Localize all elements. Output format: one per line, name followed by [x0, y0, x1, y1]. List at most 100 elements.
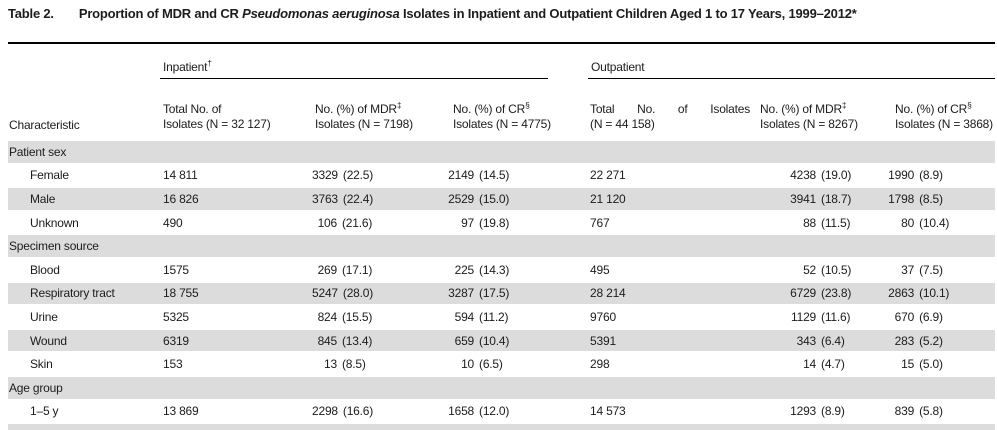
cell-outpatient-total: 14 573: [588, 398, 758, 424]
cell-outpatient-mdr: 14 (4.7): [757, 351, 853, 376]
cell-characteristic: Male: [8, 186, 160, 211]
cell-outpatient-cr: 1990 (8.9): [852, 162, 996, 188]
column-header-characteristic: Characteristic: [8, 43, 160, 141]
cell-outpatient-total: 9760: [588, 304, 758, 329]
table-row: Female 14 811 3329 (22.5) 2149 (14.5) 22 271 42…: [8, 162, 996, 188]
cell-outpatient-cr: 80 (10.4): [852, 209, 996, 235]
cell-inpatient-total: 490: [160, 209, 312, 235]
table-number: Table 2.: [8, 6, 54, 21]
cell-inpatient-cr: 10 (6.5): [433, 351, 549, 376]
table-row: Skin 153 13 (8.5) 10 (6.5) 298 14 (4.7) 15 (5.0): [8, 351, 996, 376]
cell-inpatient-total: 16 826: [160, 186, 312, 211]
cell-inpatient-cr: 594 (11.2): [433, 304, 549, 329]
cell-characteristic: 1–5 y: [8, 398, 160, 424]
cell-inpatient-mdr: 1893(21.1): [312, 422, 433, 430]
cell-inpatient-mdr: 5247 (28.0): [312, 280, 433, 306]
group-header-inpatient: Inpatient†: [160, 43, 549, 79]
cell-outpatient-cr: 2863 (10.1): [852, 280, 996, 306]
cell-inpatient-mdr: 269 (17.1): [312, 256, 433, 282]
cell-inpatient-mdr: 13 (8.5): [312, 351, 433, 376]
cell-inpatient-mdr: 3329 (22.5): [312, 162, 433, 188]
cell-outpatient-total: 15 832: [588, 422, 758, 430]
cell-inpatient-mdr: 824 (15.5): [312, 304, 433, 329]
cell-inpatient-cr: 97 (19.8): [433, 209, 549, 235]
cell-inpatient-mdr: 3763 (22.4): [312, 186, 433, 211]
cell-inpatient-cr: 1658 (12.0): [433, 398, 549, 424]
cell-outpatient-total: 767: [588, 209, 758, 235]
section-footnote-mark: §: [967, 100, 972, 110]
cell-inpatient-total: 5325: [160, 304, 312, 329]
cell-characteristic: Wound: [8, 327, 160, 353]
cell-inpatient-cr: 3287 (17.5): [433, 280, 549, 306]
group-gap: [548, 43, 588, 79]
double-dagger-footnote-mark: ‡: [841, 100, 847, 110]
table-title-species: Pseudomonas aeruginosa: [242, 6, 400, 21]
cell-gap: [548, 256, 589, 282]
cell-inpatient-cr: 1239(13.8): [433, 422, 549, 430]
cell-outpatient-mdr: 52 (10.5): [757, 256, 853, 282]
column-header-inpatient-total: Total No. of Isolates (N = 32 127): [160, 78, 312, 141]
data-table: Characteristic Inpatient† Outpatient Tot…: [8, 42, 996, 430]
cell-outpatient-total: 28 214: [588, 280, 758, 306]
cell-inpatient-mdr: 845 (13.4): [312, 327, 433, 353]
cell-gap: [548, 398, 589, 424]
table-row: Respiratory tract 18 755 5247 (28.0) 3287 (17…: [8, 280, 996, 306]
cell-gap: [548, 351, 589, 376]
cell-outpatient-total: 298: [588, 351, 758, 376]
cell-outpatient-cr: 283 (5.2): [852, 327, 996, 353]
table-row: Blood 1575 269 (17.1) 225 (14.3) 495 52 (10.5) 37…: [8, 256, 996, 282]
cell-outpatient-cr: 1257(7.9): [852, 422, 996, 430]
cell-inpatient-cr: 225 (14.3): [433, 256, 549, 282]
cell-inpatient-cr: 659 (10.4): [433, 327, 549, 353]
cell-outpatient-total: 5391: [588, 327, 758, 353]
cell-outpatient-total: 21 120: [588, 186, 758, 211]
cell-characteristic: Respiratory tract: [8, 280, 160, 306]
table-row: Urine 5325 824 (15.5) 594 (11.2) 9760 1129 (11.6…: [8, 304, 996, 329]
section-footnote-mark: §: [525, 100, 530, 110]
cell-inpatient-total: 153: [160, 351, 312, 376]
cell-outpatient-mdr: 4238 (19.0): [757, 162, 853, 188]
cell-inpatient-mdr: 106 (21.6): [312, 209, 433, 235]
section-label: Age group: [8, 374, 996, 400]
cell-inpatient-total: 14 811: [160, 162, 312, 188]
column-header-outpatient-total: Total No. of Isolates (N = 44 158): [588, 78, 758, 141]
cell-characteristic: Skin: [8, 351, 160, 376]
cell-inpatient-cr: 2529 (15.0): [433, 186, 549, 211]
table-row: 1–5 y 13 869 2298 (16.6) 1658 (12.0) 14 573 129…: [8, 398, 996, 424]
cell-gap: [548, 162, 589, 188]
cell-outpatient-cr: 670 (6.9): [852, 304, 996, 329]
column-header-inpatient-mdr: No. (%) of MDR‡ Isolates (N = 7198): [312, 78, 433, 141]
table-row: Wound 6319 845 (13.4) 659 (10.4) 5391 343 (6.4) 2…: [8, 327, 996, 353]
cell-inpatient-total: 1575: [160, 256, 312, 282]
table-title: Table 2. Proportion of MDR and CR Pseudom…: [0, 0, 997, 42]
section-label: Specimen source: [8, 233, 996, 258]
column-header-inpatient-cr: No. (%) of CR§ Isolates (N = 4775): [433, 78, 551, 141]
cell-outpatient-mdr: 343 (6.4): [757, 327, 853, 353]
cell-outpatient-mdr: 1293 (8.9): [757, 398, 853, 424]
section-row: Specimen source: [8, 233, 996, 258]
table-body: Patient sex Female 14 811 3329 (22.5) 2149 (14…: [8, 139, 996, 430]
cell-outpatient-mdr: 2914(18.4): [757, 422, 853, 430]
section-row: Patient sex: [8, 139, 996, 164]
cell-outpatient-cr: 37 (7.5): [852, 256, 996, 282]
cell-inpatient-total: 13 869: [160, 398, 312, 424]
cell-characteristic: Unknown: [8, 209, 160, 235]
cell-gap: [548, 422, 589, 430]
table-row: 6–12 y89881893(21.1)1239(13.8) 15 8322914…: [8, 422, 996, 430]
column-header-outpatient-cr: No. (%) of CR§ Isolates (N = 3868): [852, 78, 996, 141]
cell-inpatient-total: 18 755: [160, 280, 312, 306]
cell-inpatient-mdr: 2298 (16.6): [312, 398, 433, 424]
cell-outpatient-cr: 15 (5.0): [852, 351, 996, 376]
cell-gap: [548, 280, 589, 306]
cell-outpatient-cr: 1798 (8.5): [852, 186, 996, 211]
cell-outpatient-total: 495: [588, 256, 758, 282]
section-label: Patient sex: [8, 139, 996, 164]
group-header-row: Characteristic Inpatient† Outpatient: [8, 43, 996, 141]
cell-characteristic: Female: [8, 162, 160, 188]
cell-outpatient-mdr: 88 (11.5): [757, 209, 853, 235]
cell-gap: [548, 304, 589, 329]
section-row: Age group: [8, 374, 996, 400]
cell-inpatient-total: 8988: [160, 422, 312, 430]
table-header: Characteristic Inpatient† Outpatient Tot…: [8, 43, 996, 141]
